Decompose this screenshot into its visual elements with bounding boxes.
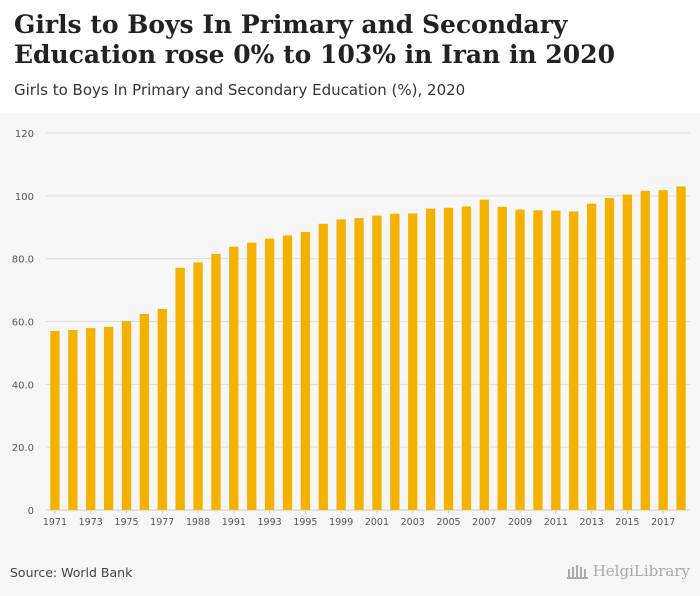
bar[interactable] xyxy=(211,253,221,510)
x-tick-label: 1973 xyxy=(79,517,103,528)
y-tick-label: 120 xyxy=(15,129,34,140)
library-icon xyxy=(566,565,588,579)
bar[interactable] xyxy=(336,219,346,510)
bar[interactable] xyxy=(139,313,150,510)
bar[interactable] xyxy=(157,308,167,510)
x-tick-label: 2005 xyxy=(436,517,460,528)
bar[interactable] xyxy=(533,210,543,510)
y-tick-label: 100 xyxy=(15,192,34,203)
x-tick-label: 1971 xyxy=(43,517,67,528)
bar[interactable] xyxy=(461,206,472,510)
chart-header: Girls to Boys In Primary and Secondary E… xyxy=(0,0,700,113)
x-tick-label: 1977 xyxy=(150,517,174,528)
chart-subtitle: Girls to Boys In Primary and Secondary E… xyxy=(14,81,466,99)
bar[interactable] xyxy=(318,223,328,510)
bar[interactable] xyxy=(247,242,257,510)
bar[interactable] xyxy=(479,199,489,510)
plot-area xyxy=(0,113,700,558)
source-label: Source: World Bank xyxy=(10,565,133,580)
bar[interactable] xyxy=(569,211,579,510)
bar[interactable] xyxy=(497,206,507,510)
bar[interactable] xyxy=(551,210,561,510)
x-tick-label: 2003 xyxy=(401,517,425,528)
bar[interactable] xyxy=(622,194,633,510)
x-tick-label: 2001 xyxy=(365,517,389,528)
bar[interactable] xyxy=(390,213,400,510)
brand-name: HelgiLibrary xyxy=(592,562,690,580)
bar-chart: 0 20.0 40.0 60.0 80.0 100 120 1971 1973 1975 1977 1… xyxy=(12,129,690,528)
x-tick-label: 2013 xyxy=(580,517,604,528)
y-tick-label: 80.0 xyxy=(12,255,34,266)
bar[interactable] xyxy=(282,235,293,510)
bar[interactable] xyxy=(229,246,239,510)
bar[interactable] xyxy=(86,328,96,510)
x-tick-label: 1993 xyxy=(258,517,282,528)
bar[interactable] xyxy=(354,218,364,510)
x-tick-label: 1975 xyxy=(114,517,138,528)
brand-logo[interactable]: HelgiLibrary xyxy=(566,562,690,580)
bar[interactable] xyxy=(372,215,382,510)
bar[interactable] xyxy=(121,321,132,510)
bar[interactable] xyxy=(103,326,114,510)
bar[interactable] xyxy=(443,207,454,510)
bar[interactable] xyxy=(515,209,525,510)
bar[interactable] xyxy=(586,203,597,510)
bar[interactable] xyxy=(300,231,311,510)
x-tick-label: 1991 xyxy=(222,517,246,528)
y-tick-label: 60.0 xyxy=(12,318,34,329)
bar[interactable] xyxy=(676,186,686,510)
bar[interactable] xyxy=(640,190,650,510)
x-tick-label: 1995 xyxy=(293,517,317,528)
bar[interactable] xyxy=(408,213,418,510)
x-tick-label: 2007 xyxy=(472,517,496,528)
y-tick-label: 40.0 xyxy=(12,380,34,391)
chart-title: Girls to Boys In Primary and Secondary E… xyxy=(14,10,615,69)
x-tick-label: 2017 xyxy=(651,517,675,528)
bar[interactable] xyxy=(425,208,436,510)
x-tick-label: 2015 xyxy=(615,517,639,528)
bar[interactable] xyxy=(68,329,78,510)
bar[interactable] xyxy=(658,190,668,510)
y-tick-label: 20.0 xyxy=(12,443,34,454)
x-tick-label: 1988 xyxy=(186,517,210,528)
bar[interactable] xyxy=(604,198,615,510)
x-tick-label: 2009 xyxy=(508,517,532,528)
x-tick-label: 2011 xyxy=(544,517,568,528)
x-tick-label: 1999 xyxy=(329,517,353,528)
bar[interactable] xyxy=(50,330,60,510)
bar[interactable] xyxy=(175,267,185,510)
bar[interactable] xyxy=(193,262,203,510)
bar[interactable] xyxy=(264,238,275,510)
y-tick-label: 0 xyxy=(28,506,34,517)
